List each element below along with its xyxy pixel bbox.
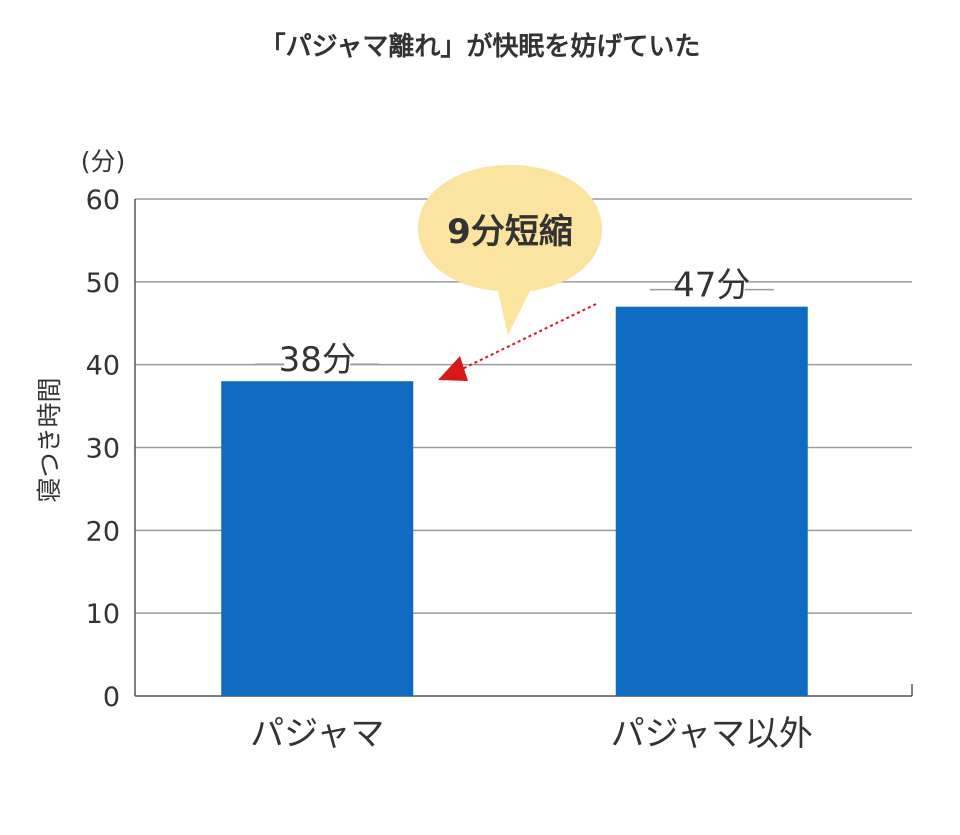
y-tick-label: 10 (86, 599, 120, 630)
y-tick-label: 0 (103, 682, 120, 713)
comparison-arrow-head (438, 356, 468, 381)
annotation: 9分短縮 (418, 165, 602, 381)
data-label: 38分 (279, 340, 356, 380)
y-tick-label: 50 (86, 268, 120, 299)
y-tick-label: 30 (86, 434, 120, 465)
x-category-label: パジャマ以外 (611, 714, 813, 754)
chart-title: 「パジャマ離れ」が快眠を妨げていた (260, 31, 701, 62)
comparison-arrow-line (459, 303, 597, 371)
data-label: 47分 (673, 266, 750, 306)
y-axis-label: 寝つき時間 (35, 377, 64, 502)
bar (615, 306, 808, 696)
y-tick-label: 60 (86, 185, 120, 216)
bar (221, 381, 414, 696)
data-labels: 38分 47分 (255, 258, 774, 380)
y-tick-label: 20 (86, 516, 120, 547)
data-label-background (284, 333, 351, 376)
speech-bubble (418, 165, 602, 335)
y-axis-unit: (分) (81, 147, 126, 176)
annotation-text: 9分短縮 (447, 212, 573, 252)
axes: 0 10 20 30 40 50 60 パジャマ パジャマ以外 (86, 185, 913, 754)
bars (221, 306, 808, 696)
data-label-background (678, 258, 745, 301)
x-category-label: パジャマ (250, 714, 384, 754)
y-tick-label: 40 (86, 351, 120, 382)
